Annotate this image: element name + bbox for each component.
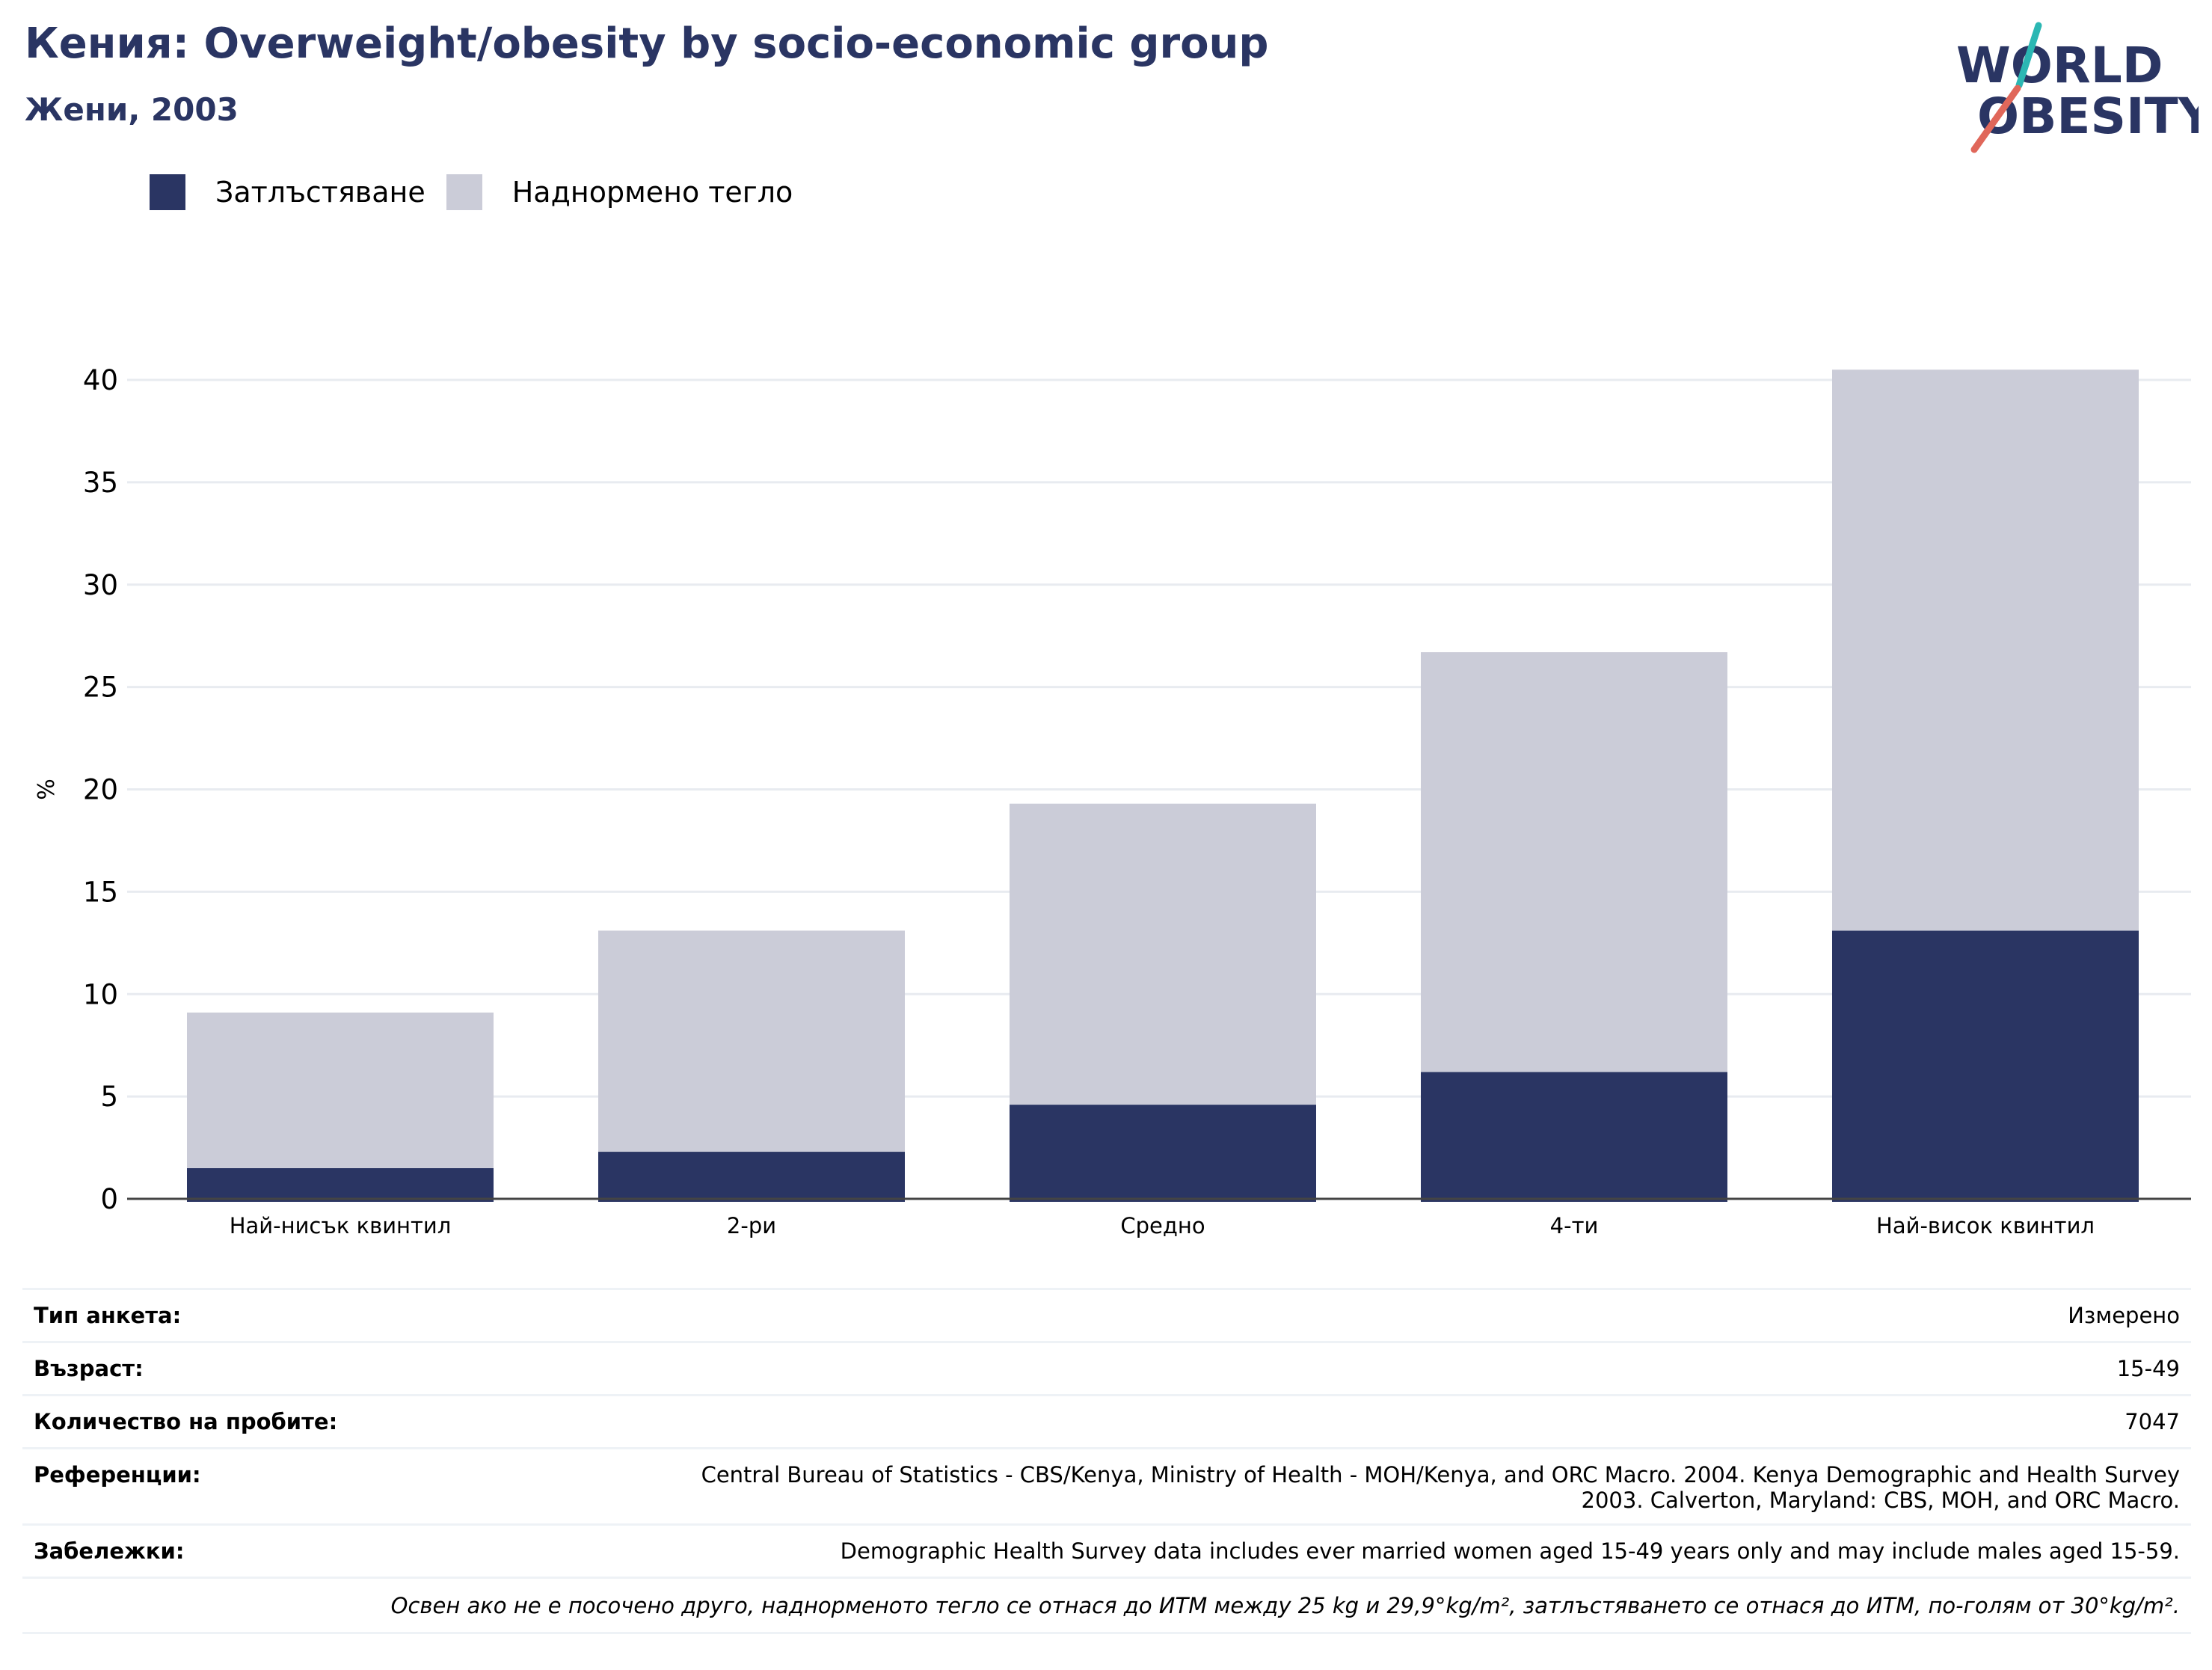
y-tick-label: 40 [83,364,118,396]
y-tick-label: 0 [100,1183,118,1215]
bmi-footnote: Освен ако не е посочено друго, наднормен… [22,1579,2191,1634]
notes-label: Забележки: [34,1538,185,1564]
legend-item-obesity[interactable]: Затлъстяване [150,174,425,210]
bar-overweight [598,930,905,1152]
info-row-references: Референции: Central Bureau of Statistics… [22,1449,2191,1526]
y-tick-label: 5 [100,1081,118,1113]
references-value: Central Bureau of Statistics - CBS/Kenya… [701,1462,2180,1513]
y-tick-label: 25 [83,672,118,704]
bar-overweight [1421,652,1727,1072]
legend-label-obesity: Затлъстяване [215,176,425,209]
age-label: Възраст: [34,1356,144,1381]
chart-legend: Затлъстяване Наднормено тегло [150,174,814,211]
legend-swatch-overweight [446,174,482,210]
y-tick-label: 35 [83,467,118,499]
sample-size-label: Количество на пробите: [34,1409,338,1434]
x-tick-label: Най-нисък квинтил [230,1213,452,1238]
y-tick-label: 10 [83,978,118,1010]
bar-obesity [1832,930,2139,1202]
chart-title: Кения: Overweight/obesity by socio-econo… [25,19,1269,68]
info-row-survey-type: Тип анкета: Измерено [22,1290,2191,1343]
stacked-bar-chart: 0 5 10 15 20 25 30 35 40% Най-нисък квинтил 2-ри Ср… [34,364,2191,1238]
sample-size-value: 7047 [2125,1409,2180,1434]
world-obesity-logo: WORLD OBESITY [1956,22,2199,153]
references-line-1: Central Bureau of Statistics - CBS/Kenya… [701,1462,2180,1488]
references-line-2: 2003. Calverton, Maryland: CBS, MOH, and… [1581,1488,2180,1513]
references-label: Референции: [34,1462,201,1488]
chart-subtitle: Жени, 2003 [25,91,239,128]
bar-overweight [1832,369,2139,931]
x-tick-label: 2-ри [727,1213,776,1238]
notes-value: Demographic Health Survey data includes … [840,1538,2180,1564]
info-row-notes: Забележки: Demographic Health Survey dat… [22,1526,2191,1579]
bar-obesity [1010,1105,1316,1202]
y-axis-title: % [34,779,60,800]
legend-swatch-obesity [150,174,185,210]
survey-type-value: Измерено [2068,1303,2180,1328]
info-row-sample-size: Количество на пробите: 7047 [22,1396,2191,1449]
y-tick-label: 30 [83,569,118,601]
bar-obesity [187,1167,494,1202]
x-tick-label: 4-ти [1550,1213,1599,1238]
survey-info-table: Тип анкета: Измерено Възраст: 15-49 Коли… [22,1288,2191,1634]
legend-label-overweight: Наднормено тегло [511,176,793,209]
x-tick-label: Най-висок квинтил [1876,1213,2095,1238]
bar-obesity [598,1152,905,1202]
bar-overweight [187,1012,494,1168]
legend-item-overweight[interactable]: Наднормено тегло [446,174,793,210]
bar-obesity [1421,1072,1727,1202]
x-tick-label: Средно [1120,1213,1205,1238]
age-value: 15-49 [2116,1356,2180,1381]
logo-line-1: WORLD [1956,37,2163,94]
y-tick-label: 15 [83,876,118,908]
logo-slash-teal [2015,22,2042,89]
y-tick-label: 20 [83,774,118,806]
survey-type-label: Тип анкета: [34,1303,182,1328]
bar-overweight [1010,803,1316,1105]
logo-slash-coral [1970,85,2021,153]
info-row-age: Възраст: 15-49 [22,1343,2191,1396]
